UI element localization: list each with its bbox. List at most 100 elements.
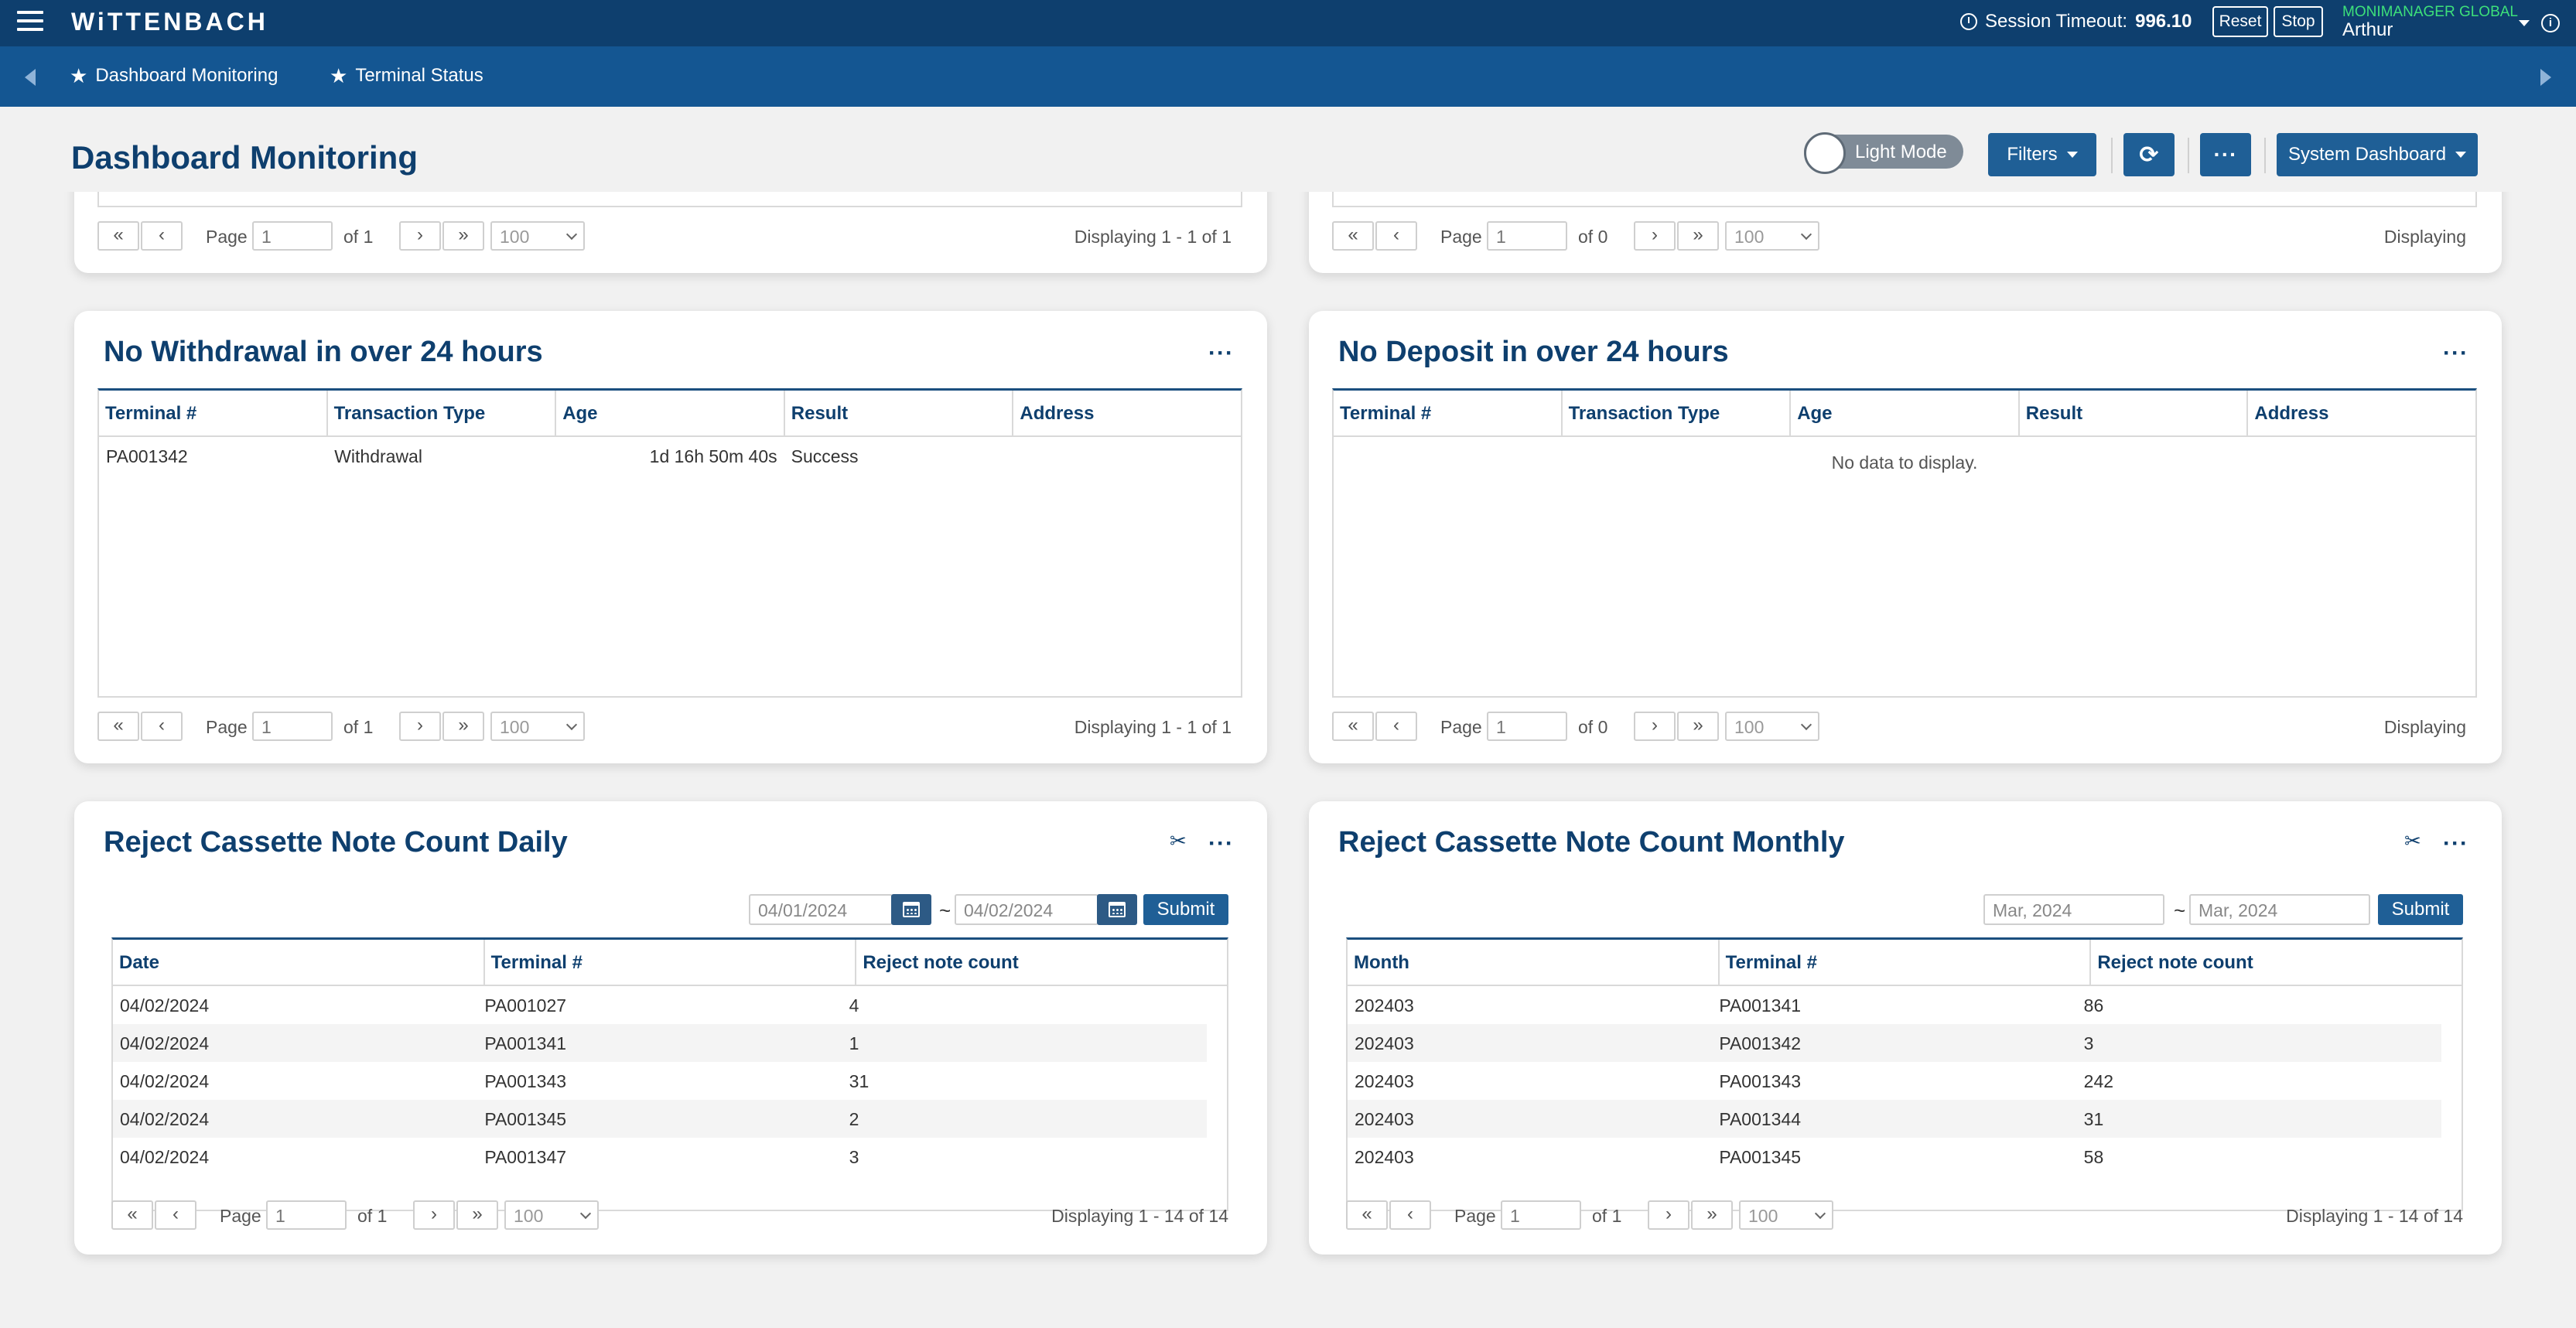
table-row[interactable]: 202403 PA001343 242 — [1348, 1062, 2441, 1100]
column-header[interactable]: Address — [2254, 403, 2329, 424]
table-row[interactable]: 202403 PA001345 58 — [1348, 1138, 2441, 1176]
panel-menu-icon[interactable]: ··· — [2443, 831, 2468, 856]
page-number-input[interactable]: 1 — [1501, 1200, 1581, 1230]
filters-button[interactable]: Filters — [1988, 133, 2096, 176]
next-page-button[interactable]: › — [399, 221, 441, 251]
last-page-button[interactable]: » — [456, 1200, 498, 1230]
column-header[interactable]: Date — [113, 940, 485, 985]
unpin-icon[interactable]: ✂ — [1170, 829, 1187, 852]
tab-scroll-right-icon[interactable] — [2540, 69, 2551, 86]
chevron-down-icon — [565, 719, 578, 731]
prev-page-button[interactable]: ‹ — [155, 1200, 196, 1230]
prev-page-button[interactable]: ‹ — [1375, 221, 1417, 251]
calendar-button[interactable] — [891, 894, 931, 925]
last-page-button[interactable]: » — [1691, 1200, 1733, 1230]
refresh-button[interactable]: ⟳ — [2123, 133, 2175, 176]
date-to-input[interactable]: 04/02/2024 — [955, 894, 1098, 925]
page-size-select[interactable]: 100 — [1739, 1200, 1833, 1230]
date-from-input[interactable]: 04/01/2024 — [749, 894, 893, 925]
submit-button[interactable]: Submit — [1143, 894, 1228, 925]
column-header[interactable]: Terminal # — [485, 940, 857, 985]
last-page-button[interactable]: » — [442, 712, 484, 741]
table-row[interactable]: 04/02/2024 PA001347 3 — [113, 1138, 1207, 1176]
last-page-button[interactable]: » — [1677, 712, 1719, 741]
page-number-input[interactable]: 1 — [252, 712, 333, 741]
table-row[interactable]: 04/02/2024 PA001027 4 — [113, 986, 1207, 1024]
table-row[interactable]: 202403 PA001344 31 — [1348, 1100, 2441, 1138]
column-header[interactable]: Terminal # — [99, 391, 328, 435]
column-header[interactable]: Transaction Type — [328, 391, 557, 435]
table-row[interactable]: 202403 PA001341 86 — [1348, 986, 2441, 1024]
reset-button[interactable]: Reset — [2212, 6, 2268, 37]
column-header[interactable]: Address — [1020, 403, 1095, 424]
prev-page-button[interactable]: ‹ — [1375, 712, 1417, 741]
more-options-button[interactable]: ··· — [2200, 133, 2251, 176]
column-header[interactable]: Result — [785, 391, 1014, 435]
tab-terminal-status[interactable]: ★ Terminal Status — [330, 65, 483, 87]
next-page-button[interactable]: › — [399, 712, 441, 741]
next-page-button[interactable]: › — [1634, 221, 1676, 251]
cell-address — [1013, 437, 1241, 475]
page-label: Page — [206, 717, 248, 737]
table-row[interactable]: 04/02/2024 PA001343 31 — [113, 1062, 1207, 1100]
column-header[interactable]: Transaction Type — [1563, 391, 1792, 435]
panel-menu-icon[interactable]: ··· — [2443, 340, 2468, 366]
page-number-input[interactable]: 1 — [1487, 712, 1567, 741]
page-number-input[interactable]: 1 — [252, 221, 333, 251]
next-page-button[interactable]: › — [1634, 712, 1676, 741]
first-page-button[interactable]: « — [1346, 1200, 1388, 1230]
column-header[interactable]: Terminal # — [1334, 391, 1563, 435]
first-page-button[interactable]: « — [97, 712, 139, 741]
prev-page-button[interactable]: ‹ — [1389, 1200, 1431, 1230]
panel-no-withdrawal: No Withdrawal in over 24 hours ··· Termi… — [74, 311, 1267, 763]
prev-page-button[interactable]: ‹ — [141, 221, 183, 251]
page-number-input[interactable]: 1 — [266, 1200, 347, 1230]
hamburger-menu-icon[interactable] — [17, 11, 43, 34]
pager: « ‹ Page 1 of 1 › » 100 Displaying 1 - 1… — [1346, 1200, 2463, 1230]
panel-menu-icon[interactable]: ··· — [1208, 831, 1234, 856]
prev-page-button[interactable]: ‹ — [141, 712, 183, 741]
tab-scroll-left-icon[interactable] — [25, 69, 36, 86]
user-menu-caret-icon[interactable] — [2519, 20, 2530, 26]
table-row[interactable]: 04/02/2024 PA001341 1 — [113, 1024, 1207, 1062]
column-header[interactable]: Terminal # — [1720, 940, 2092, 985]
first-page-button[interactable]: « — [1332, 712, 1374, 741]
cell-month: 202403 — [1355, 995, 1414, 1016]
month-from-input[interactable]: Mar, 2024 — [1983, 894, 2164, 925]
calendar-button[interactable] — [1097, 894, 1137, 925]
user-name[interactable]: Arthur — [2342, 19, 2393, 40]
toggle-knob[interactable] — [1804, 132, 1846, 174]
month-to-input[interactable]: Mar, 2024 — [2189, 894, 2370, 925]
last-page-button[interactable]: » — [1677, 221, 1719, 251]
page-size-select[interactable]: 100 — [490, 712, 585, 741]
panel-menu-icon[interactable]: ··· — [1208, 340, 1234, 366]
first-page-button[interactable]: « — [97, 221, 139, 251]
column-header[interactable]: Result — [2020, 391, 2249, 435]
column-header[interactable]: Month — [1348, 940, 1720, 985]
page-size-select[interactable]: 100 — [490, 221, 585, 251]
table-row[interactable]: PA001342 Withdrawal 1d 16h 50m 40s Succe… — [99, 437, 1241, 475]
next-page-button[interactable]: › — [413, 1200, 455, 1230]
light-mode-toggle[interactable]: Light Mode — [1804, 132, 1963, 174]
next-page-button[interactable]: › — [1648, 1200, 1689, 1230]
stop-button[interactable]: Stop — [2274, 6, 2323, 37]
page-size-select[interactable]: 100 — [504, 1200, 599, 1230]
table-row[interactable]: 04/02/2024 PA001345 2 — [113, 1100, 1207, 1138]
info-icon[interactable]: i — [2541, 14, 2560, 32]
column-header[interactable]: Age — [556, 391, 785, 435]
submit-button[interactable]: Submit — [2378, 894, 2463, 925]
page-size-select[interactable]: 100 — [1725, 221, 1819, 251]
column-header[interactable]: Reject note count — [863, 952, 1019, 973]
user-role[interactable]: MONIMANAGER GLOBAL — [2342, 4, 2518, 20]
table-row[interactable]: 202403 PA001342 3 — [1348, 1024, 2441, 1062]
last-page-button[interactable]: » — [442, 221, 484, 251]
system-dashboard-dropdown[interactable]: System Dashboard — [2277, 133, 2478, 176]
unpin-icon[interactable]: ✂ — [2404, 829, 2421, 852]
page-number-input[interactable]: 1 — [1487, 221, 1567, 251]
column-header[interactable]: Age — [1791, 391, 2020, 435]
first-page-button[interactable]: « — [1332, 221, 1374, 251]
column-header[interactable]: Reject note count — [2097, 952, 2253, 973]
page-size-select[interactable]: 100 — [1725, 712, 1819, 741]
tab-dashboard-monitoring[interactable]: ★ Dashboard Monitoring — [70, 65, 278, 87]
first-page-button[interactable]: « — [111, 1200, 153, 1230]
